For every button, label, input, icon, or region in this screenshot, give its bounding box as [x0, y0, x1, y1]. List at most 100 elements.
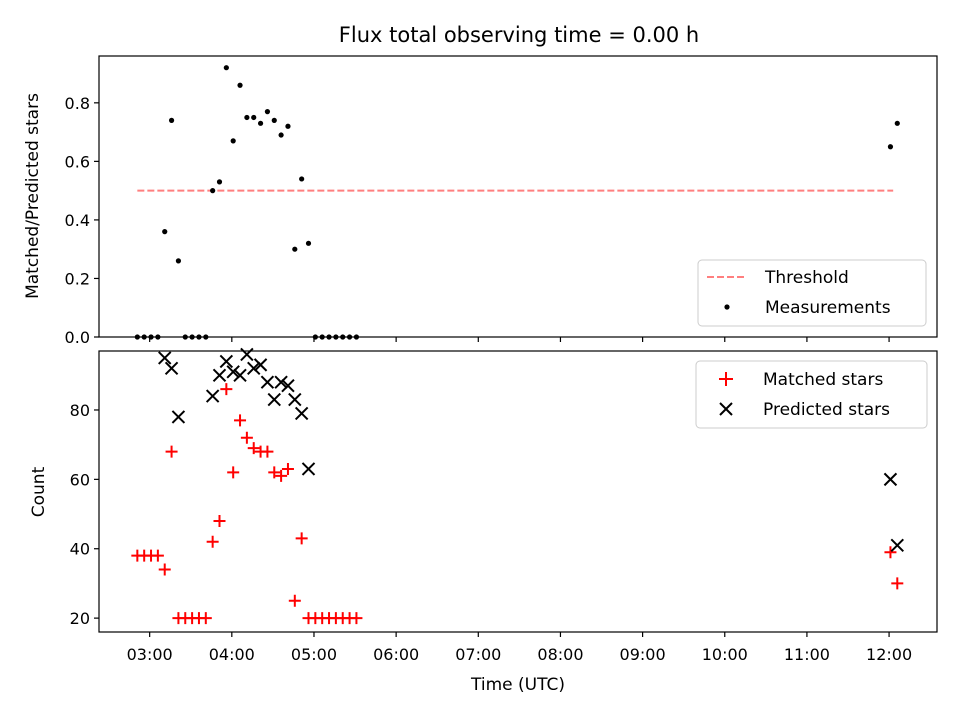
- matched-star-point: [206, 535, 219, 548]
- matched-star-point: [240, 431, 253, 444]
- measurement-point: [244, 114, 250, 121]
- matched-star-point: [247, 442, 260, 455]
- matched-star-point: [234, 414, 247, 427]
- x-tick-label: 09:00: [620, 645, 666, 664]
- x-tick-label: 05:00: [291, 645, 337, 664]
- bottom-y-ticks: 20 40 60 80: [70, 401, 99, 628]
- measurement-point: [251, 114, 257, 121]
- matched-star-point: [261, 445, 274, 458]
- matched-star-point: [275, 469, 288, 482]
- legend-measurements-swatch: [724, 304, 730, 310]
- x-tick-label: 06:00: [373, 645, 419, 664]
- top-y-tick-label: 0.0: [65, 328, 90, 347]
- legend-matched-swatch: [719, 372, 733, 386]
- measurement-point: [168, 117, 175, 123]
- bottom-axes-frame: [98, 350, 938, 633]
- measurement-point: [257, 120, 264, 126]
- measurement-point: [894, 120, 900, 126]
- measurement-point: [264, 109, 271, 115]
- matched-star-point: [199, 612, 212, 625]
- legend-measurements-label: Measurements: [765, 298, 891, 318]
- measurement-point: [162, 229, 168, 235]
- matched-star-point: [220, 383, 233, 396]
- predicted-star-point: [171, 410, 186, 424]
- x-tick-label: 03:00: [127, 645, 173, 664]
- top-panel: 0.00.20.40.60.8 Matched/Predicted stars …: [23, 55, 938, 347]
- chart-title: Flux total observing time = 0.00 h: [339, 23, 699, 47]
- top-legend-box: [697, 259, 927, 327]
- bottom-y-tick-label: 80: [70, 401, 90, 420]
- x-axis-label: Time (UTC): [470, 675, 565, 695]
- top-y-tick-label: 0.4: [65, 211, 90, 230]
- measurement-point: [175, 258, 182, 264]
- top-y-tick-label: 0.2: [65, 269, 90, 288]
- measurement-point: [278, 132, 284, 138]
- matched-star-point: [350, 612, 363, 625]
- top-x-ticks: [149, 337, 890, 342]
- matched-star-point: [295, 532, 308, 545]
- x-tick-label: 04:00: [209, 645, 255, 664]
- matched-star-point: [165, 445, 178, 458]
- predicted-star-point: [267, 392, 281, 407]
- predicted-star-point: [294, 406, 309, 421]
- top-y-tick-label: 0.8: [65, 94, 90, 113]
- legend-threshold-label: Threshold: [764, 268, 849, 288]
- predicted-star-point: [226, 365, 240, 379]
- bottom-y-tick-label: 60: [70, 470, 90, 489]
- top-y-ticks: 0.0 0.2 0.4 0.6 0.8: [65, 94, 99, 347]
- x-tick-label: 07:00: [455, 645, 501, 664]
- predicted-star-point: [240, 347, 254, 362]
- measurement-point: [210, 188, 216, 194]
- predicted-star-point: [205, 389, 220, 403]
- predicted-star-point: [274, 375, 288, 389]
- predicted-star-point: [164, 361, 179, 376]
- matched-star-point: [288, 594, 301, 607]
- bottom-legend-box: [695, 360, 928, 429]
- matched-star-point: [151, 549, 164, 562]
- top-y-tick-label: 0.6: [65, 152, 90, 171]
- predicted-star-point: [883, 472, 898, 487]
- matched-star-point: [213, 514, 226, 527]
- bottom-legend: Matched stars Predicted stars: [695, 360, 928, 429]
- bottom-plot-area: [131, 347, 904, 625]
- x-tick-label: 12:00: [866, 645, 912, 664]
- measurement-point: [237, 82, 243, 88]
- predicted-star-point: [260, 375, 275, 389]
- matched-star-point: [268, 466, 281, 479]
- matched-star-point: [884, 546, 897, 559]
- predicted-star-point: [233, 368, 247, 382]
- bottom-x-ticks: 03:00 04:00 05:00 06:00 07:00 08:00 09:00 10:00…: [127, 632, 912, 664]
- measurement-point: [887, 144, 894, 150]
- matched-star-point: [158, 563, 171, 576]
- bottom-y-tick-label: 40: [70, 540, 90, 559]
- legend-predicted-label: Predicted stars: [763, 400, 890, 420]
- x-tick-label: 10:00: [702, 645, 748, 664]
- legend-predicted-swatch: [719, 402, 733, 416]
- measurement-point: [285, 123, 291, 129]
- bottom-y-axis-label: Count: [29, 466, 49, 517]
- measurement-point: [292, 246, 298, 252]
- measurement-point: [216, 179, 223, 185]
- predicted-star-point: [253, 358, 268, 372]
- predicted-star-point: [890, 538, 904, 552]
- predicted-star-point: [288, 392, 302, 407]
- measurement-point: [223, 65, 229, 71]
- predicted-star-point: [212, 368, 227, 382]
- predicted-star-point: [281, 378, 295, 393]
- top-axes-frame: [98, 55, 938, 338]
- x-tick-label: 11:00: [784, 645, 830, 664]
- predicted-star-point: [158, 351, 172, 365]
- predicted-star-point: [219, 354, 234, 369]
- bottom-y-tick-label: 20: [70, 609, 90, 628]
- measurement-point: [230, 138, 236, 144]
- measurement-point: [305, 240, 312, 246]
- measurement-point: [299, 176, 305, 182]
- top-legend: Threshold Measurements: [697, 259, 927, 327]
- matched-star-point: [891, 577, 904, 590]
- measurement-point: [271, 117, 277, 123]
- predicted-star-point: [301, 462, 316, 476]
- top-y-axis-label: Matched/Predicted stars: [23, 93, 43, 299]
- legend-matched-label: Matched stars: [763, 370, 883, 390]
